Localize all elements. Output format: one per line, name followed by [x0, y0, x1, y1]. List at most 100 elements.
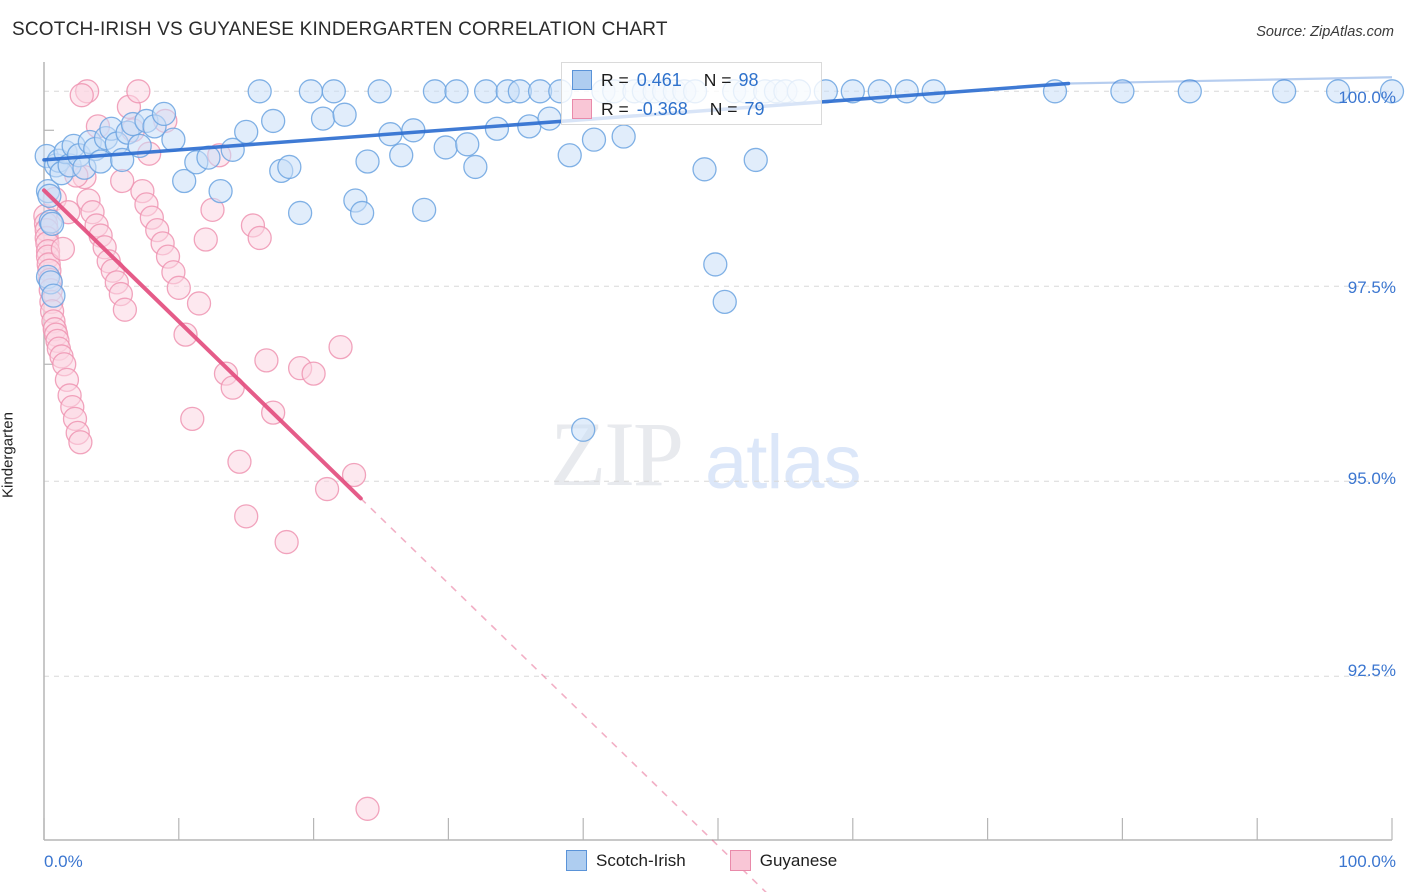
- data-point: [254, 348, 279, 373]
- data-point: [349, 200, 375, 226]
- r-value: 0.461: [636, 69, 682, 90]
- data-point: [507, 79, 532, 104]
- series-swatch-guyanese: [572, 99, 592, 119]
- data-point: [367, 79, 392, 104]
- data-point: [151, 101, 177, 127]
- data-point: [444, 79, 469, 104]
- data-point: [455, 132, 480, 157]
- stats-row: R = -0.368 N = 79: [572, 94, 765, 124]
- r-label: R =: [601, 98, 629, 119]
- data-point: [517, 114, 542, 139]
- data-point: [712, 289, 737, 315]
- data-point: [1325, 79, 1351, 104]
- data-point: [389, 143, 414, 168]
- x-axis-tick-min: 0.0%: [44, 852, 83, 871]
- n-value: 98: [738, 69, 759, 90]
- data-point: [557, 143, 582, 168]
- data-point: [287, 200, 313, 226]
- data-point: [571, 417, 596, 442]
- trend-line-scotch-irish: [42, 81, 1071, 162]
- legend-swatch-icon: [729, 850, 751, 871]
- correlation-stats-box: R = 0.461 N = 98 R = -0.368 N = 79: [561, 62, 822, 125]
- data-point: [537, 106, 562, 131]
- r-value: -0.368: [636, 98, 688, 119]
- data-point: [703, 252, 728, 277]
- data-point: [50, 236, 76, 261]
- data-point: [473, 79, 499, 104]
- data-point: [743, 147, 768, 173]
- trend-line-extension-guyanese: [360, 497, 767, 892]
- data-point: [463, 154, 488, 180]
- data-point: [193, 227, 218, 252]
- y-axis-tick-92-5: 92.5%: [1347, 661, 1396, 680]
- data-point: [310, 106, 336, 131]
- data-point: [894, 79, 919, 104]
- data-point: [314, 476, 340, 502]
- data-point: [112, 297, 138, 322]
- data-point: [166, 275, 191, 300]
- data-point: [1110, 79, 1135, 104]
- data-point: [692, 157, 717, 182]
- n-label: N =: [703, 69, 732, 90]
- source-attribution: Source: ZipAtlas.com: [1256, 24, 1394, 40]
- data-point: [355, 149, 380, 174]
- x-axis-tick-max: 100.0%: [1338, 852, 1396, 871]
- data-point: [208, 178, 233, 204]
- y-axis-tick-95-0: 95.0%: [1347, 469, 1396, 488]
- r-label: R =: [601, 69, 629, 90]
- data-point: [172, 168, 197, 194]
- legend-label: Guyanese: [759, 850, 838, 870]
- data-point: [261, 108, 286, 134]
- data-point: [484, 116, 510, 141]
- y-axis-tick-100: 100.0%: [1338, 88, 1396, 107]
- data-point: [277, 154, 302, 180]
- legend-label: Scotch-Irish: [596, 850, 686, 870]
- stats-row: R = 0.461 N = 98: [572, 65, 759, 95]
- n-label: N =: [709, 98, 738, 119]
- data-point: [301, 361, 326, 386]
- data-point: [332, 102, 357, 127]
- data-point: [433, 135, 458, 160]
- data-point: [227, 449, 252, 474]
- y-axis-tick-97-5: 97.5%: [1347, 278, 1396, 297]
- series-points-guyanese: [33, 79, 380, 821]
- data-point: [247, 225, 272, 251]
- data-point: [321, 79, 346, 104]
- data-point: [68, 430, 93, 455]
- data-point: [341, 462, 367, 488]
- n-value: 79: [744, 98, 765, 119]
- data-point: [355, 796, 380, 821]
- data-point: [110, 168, 135, 194]
- data-point: [1272, 79, 1297, 104]
- data-point: [69, 83, 94, 108]
- chart-legend: Scotch-Irish Guyanese: [566, 850, 837, 871]
- page-title: SCOTCH-IRISH VS GUYANESE KINDERGARTEN CO…: [12, 19, 668, 40]
- legend-item-scotch-irish[interactable]: Scotch-Irish: [566, 850, 686, 871]
- data-point: [298, 79, 324, 104]
- data-point: [422, 79, 448, 104]
- data-point: [328, 334, 353, 360]
- data-point: [581, 127, 607, 152]
- data-point: [840, 79, 865, 104]
- trend-line-guyanese: [42, 188, 363, 501]
- data-point: [41, 283, 66, 308]
- data-point: [180, 406, 205, 432]
- legend-swatch-icon: [566, 850, 587, 871]
- data-point: [126, 79, 151, 104]
- data-point: [527, 79, 553, 104]
- data-point: [173, 322, 198, 347]
- data-point: [611, 124, 636, 149]
- data-point: [274, 529, 299, 555]
- data-point: [411, 197, 437, 222]
- data-point: [247, 79, 272, 104]
- data-point: [161, 127, 186, 152]
- data-point: [1379, 79, 1405, 104]
- data-point: [39, 211, 65, 237]
- data-point: [186, 291, 212, 316]
- data-point: [234, 504, 259, 529]
- trend-line-extension-scotch-irish: [1068, 76, 1393, 85]
- data-point: [1177, 79, 1202, 104]
- legend-item-guyanese[interactable]: Guyanese: [729, 850, 838, 871]
